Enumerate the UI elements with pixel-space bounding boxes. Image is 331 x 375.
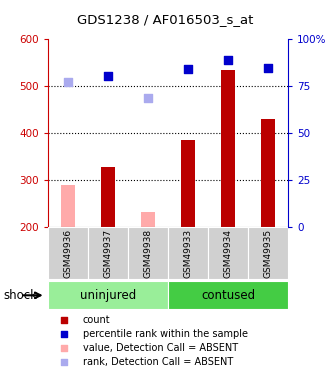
Bar bbox=[208, 227, 248, 279]
Text: GSM49934: GSM49934 bbox=[223, 229, 232, 278]
Bar bbox=[128, 227, 168, 279]
Bar bbox=[48, 227, 88, 279]
Point bbox=[105, 73, 111, 79]
Bar bbox=[181, 140, 195, 227]
Bar bbox=[248, 227, 288, 279]
Text: GSM49936: GSM49936 bbox=[64, 228, 72, 278]
Bar bbox=[168, 281, 288, 309]
Text: uninjured: uninjured bbox=[80, 289, 136, 302]
Point bbox=[62, 316, 67, 322]
Text: count: count bbox=[83, 315, 110, 324]
Point bbox=[185, 66, 191, 72]
Bar bbox=[168, 227, 208, 279]
Bar bbox=[61, 185, 75, 227]
Bar bbox=[48, 281, 168, 309]
Text: contused: contused bbox=[201, 289, 255, 302]
Text: GDS1238 / AF016503_s_at: GDS1238 / AF016503_s_at bbox=[77, 13, 254, 26]
Bar bbox=[141, 212, 155, 227]
Point bbox=[225, 57, 231, 63]
Point bbox=[145, 94, 151, 100]
Point bbox=[62, 331, 67, 337]
Text: percentile rank within the sample: percentile rank within the sample bbox=[83, 329, 248, 339]
Text: shock: shock bbox=[3, 289, 37, 302]
Bar bbox=[221, 70, 235, 227]
Bar bbox=[101, 167, 115, 227]
Point bbox=[65, 79, 71, 85]
Point bbox=[62, 359, 67, 365]
Bar bbox=[88, 227, 128, 279]
Point bbox=[265, 64, 271, 70]
Text: GSM49935: GSM49935 bbox=[263, 228, 272, 278]
Text: value, Detection Call = ABSENT: value, Detection Call = ABSENT bbox=[83, 343, 238, 353]
Text: GSM49938: GSM49938 bbox=[143, 228, 153, 278]
Point bbox=[62, 345, 67, 351]
Bar bbox=[261, 119, 275, 227]
Text: rank, Detection Call = ABSENT: rank, Detection Call = ABSENT bbox=[83, 357, 233, 367]
Text: GSM49933: GSM49933 bbox=[183, 228, 193, 278]
Text: GSM49937: GSM49937 bbox=[104, 228, 113, 278]
